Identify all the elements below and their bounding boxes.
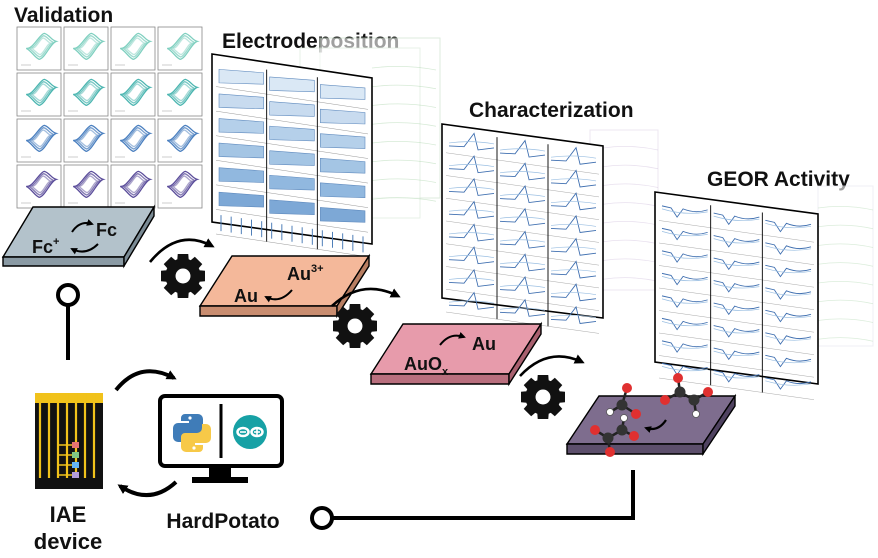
validation-cv-plot (110, 26, 156, 71)
validation-cv-grid (16, 26, 203, 209)
iae-device-label-line2: device (34, 529, 103, 554)
validation-title: Validation (14, 4, 113, 27)
reduction-arrow-icon (264, 289, 293, 303)
monitor-icon (158, 394, 284, 483)
iae-device-icon (35, 393, 103, 489)
return-arrow-icon (117, 480, 178, 498)
validation-cv-plot (63, 26, 109, 71)
python-logo-icon (173, 414, 211, 452)
feedback-connector-line (310, 470, 635, 530)
validation-cv-plot (157, 26, 203, 71)
step-arrow-1-icon (148, 238, 215, 263)
geor-activity-title: GEOR Activity (707, 168, 850, 191)
gold-label: Au (472, 334, 496, 354)
characterization-title: Characterization (469, 99, 634, 122)
hardpotato-label: HardPotato (166, 510, 279, 533)
step-arrow-2-icon (331, 287, 401, 307)
oxidation-arrow-icon (439, 332, 466, 346)
ferrocene-top-label: Fc (96, 220, 117, 240)
gear-icon (333, 304, 377, 348)
validation-cv-plot (63, 72, 109, 117)
gold-ion-label: Au3+ (287, 263, 324, 284)
validation-cv-plot (157, 118, 203, 163)
arduino-logo-icon (233, 415, 267, 449)
gold-oxidation-plate: Au AuOx (369, 321, 543, 387)
validation-cv-plot (16, 72, 62, 117)
validation-cv-plot (16, 164, 62, 209)
validation-cv-plot (63, 164, 109, 209)
validation-cv-plot (110, 118, 156, 163)
gear-icon (521, 375, 565, 419)
gold-metal-label: Au (234, 286, 258, 306)
connector-line (56, 283, 80, 360)
validation-cv-plot (110, 164, 156, 209)
gear-icon (161, 254, 205, 298)
electrodeposition-panel (211, 37, 441, 258)
iae-device-label-line1: IAE (50, 502, 87, 527)
validation-cv-plot (157, 164, 203, 209)
send-arrow-icon (114, 369, 177, 392)
validation-cv-plot (16, 26, 62, 71)
validation-cv-plot (157, 72, 203, 117)
conversion-arrow-icon (644, 419, 667, 433)
ferrocene-plate: Fc Fc+ (1, 204, 156, 269)
gold-reduction-plate: Au3+ Au (198, 253, 371, 319)
reverse-arrow-icon (70, 243, 99, 255)
ferrocenium-label: Fc+ (32, 236, 59, 257)
geor-activity-panel (654, 185, 874, 400)
validation-cv-plot (16, 118, 62, 163)
validation-cv-plot (63, 118, 109, 163)
forward-arrow-icon (71, 219, 94, 233)
glycerol-plate (565, 373, 737, 457)
step-arrow-3-icon (519, 354, 585, 377)
gold-oxide-label: AuOx (404, 354, 449, 378)
validation-cv-plot (110, 72, 156, 117)
characterization-panel (441, 123, 659, 334)
